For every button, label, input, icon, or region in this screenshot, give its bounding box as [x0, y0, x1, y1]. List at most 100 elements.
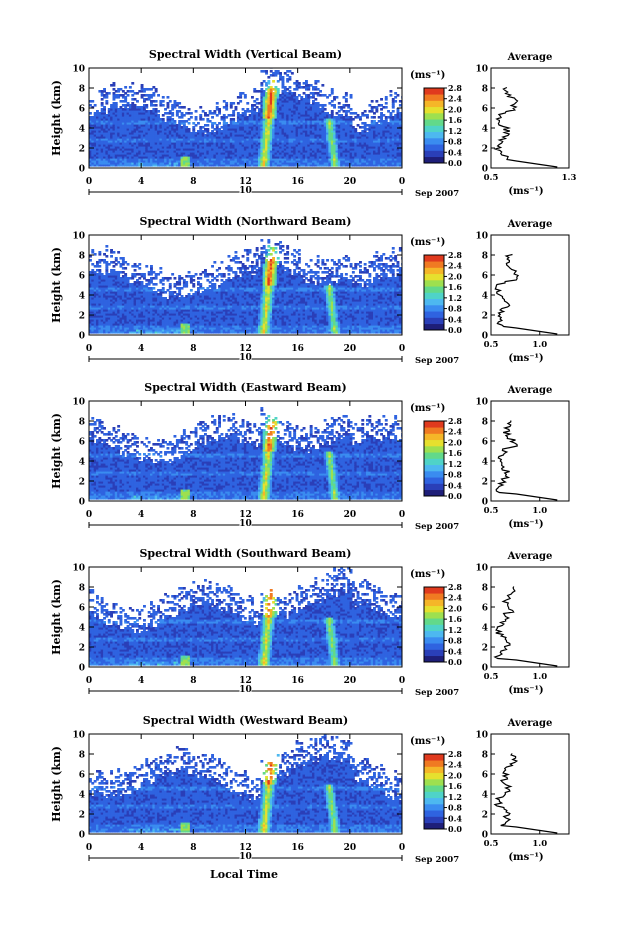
heatmap-cell	[342, 118, 346, 121]
heatmap-cell	[323, 116, 327, 119]
heatmap-cell	[117, 132, 121, 135]
heatmap-cell	[248, 116, 252, 119]
heatmap-cell	[199, 164, 203, 167]
heatmap-cell	[342, 132, 346, 135]
heatmap-cell	[297, 100, 301, 103]
heatmap-cell	[305, 108, 308, 111]
heatmap-cell	[255, 154, 259, 157]
heatmap-cell	[391, 104, 395, 107]
heatmap-cell	[126, 283, 130, 286]
heatmap-cell	[396, 152, 400, 155]
heatmap-cell	[288, 136, 292, 139]
heatmap-cell	[150, 142, 153, 145]
heatmap-cell	[307, 84, 311, 87]
heatmap-cell	[281, 142, 285, 145]
heatmap-cell	[126, 164, 130, 167]
heatmap-cell	[138, 136, 142, 139]
heatmap-cell	[199, 114, 203, 117]
heatmap-cell	[124, 126, 128, 129]
heatmap-cell	[208, 142, 212, 145]
heatmap-cell	[229, 164, 233, 167]
heatmap-cell	[272, 98, 275, 101]
heatmap-cell	[248, 128, 252, 131]
heatmap-cell	[131, 114, 135, 117]
heatmap-cell	[312, 126, 315, 129]
heatmap-cell	[98, 120, 102, 123]
heatmap-cell	[175, 150, 179, 153]
heatmap-cell	[159, 134, 163, 137]
heatmap-cell	[136, 114, 139, 117]
heatmap-cell	[107, 134, 111, 137]
heatmap-cell	[396, 116, 400, 119]
heatmap-cell	[290, 134, 294, 137]
heatmap-cell	[246, 118, 250, 121]
heatmap-cell	[276, 150, 280, 153]
heatmap-cell	[150, 307, 153, 310]
heatmap-cell	[347, 152, 351, 155]
heatmap-cell	[180, 114, 184, 117]
heatmap-cell	[312, 94, 315, 97]
heatmap-cell	[173, 126, 177, 129]
heatmap-cell	[319, 110, 322, 113]
heatmap-cell	[136, 144, 139, 147]
heatmap-cell	[138, 130, 142, 133]
heatmap-cell	[171, 160, 175, 163]
heatmap-cell	[316, 108, 320, 111]
colorbar-tick-label: 2.8	[448, 83, 462, 93]
heatmap-cell	[136, 273, 139, 276]
heatmap-cell	[145, 295, 149, 298]
heatmap-cell	[126, 295, 130, 298]
heatmap-cell	[286, 128, 290, 131]
heatmap-cell	[100, 317, 104, 320]
heatmap-cell	[258, 128, 261, 131]
heatmap-cell	[281, 96, 285, 99]
heatmap-cell	[286, 136, 290, 139]
heatmap-cell	[218, 158, 221, 161]
heatmap-cell	[241, 158, 245, 161]
heatmap-cell	[143, 112, 146, 115]
heatmap-cell	[100, 146, 104, 149]
heatmap-cell	[337, 128, 341, 131]
heatmap-cell	[152, 126, 156, 129]
heatmap-cell	[283, 164, 287, 167]
heatmap-cell	[131, 287, 135, 290]
heatmap-cell	[215, 126, 219, 129]
heatmap-cell	[100, 142, 104, 145]
heatmap-cell	[380, 128, 383, 131]
heatmap-cell	[136, 299, 139, 302]
heatmap-cell	[112, 154, 116, 157]
heatmap-cell	[215, 130, 219, 133]
heatmap-cell	[126, 301, 130, 304]
heatmap-cell	[288, 106, 292, 109]
heatmap-cell	[234, 142, 238, 145]
heatmap-cell	[96, 331, 99, 334]
heatmap-cell	[337, 106, 341, 109]
heatmap-cell	[138, 285, 142, 288]
heatmap-cell	[126, 305, 130, 308]
heatmap-cell	[133, 281, 137, 284]
heatmap-cell	[279, 98, 282, 101]
heatmap-cell	[333, 130, 336, 133]
heatmap-cell	[218, 162, 221, 165]
heatmap-cell	[319, 108, 322, 111]
heatmap-cell	[103, 158, 106, 161]
heatmap-cell	[185, 154, 189, 157]
heatmap-cell	[276, 80, 280, 83]
heatmap-cell	[136, 116, 139, 119]
heatmap-cell	[288, 70, 292, 73]
heatmap-cell	[290, 126, 294, 129]
heatmap-cell	[344, 150, 348, 153]
heatmap-cell	[262, 136, 266, 139]
heatmap-cell	[89, 134, 92, 137]
heatmap-cell	[187, 164, 191, 167]
heatmap-cell	[133, 299, 137, 302]
heatmap-cell	[288, 110, 292, 113]
heatmap-cell	[262, 98, 266, 101]
heatmap-cell	[262, 104, 266, 107]
heatmap-cell	[267, 130, 271, 133]
heatmap-cell	[342, 130, 346, 133]
heatmap-cell	[335, 96, 339, 99]
heatmap-cell	[229, 154, 233, 157]
heatmap-cell	[295, 164, 299, 167]
heatmap-cell	[246, 146, 250, 149]
